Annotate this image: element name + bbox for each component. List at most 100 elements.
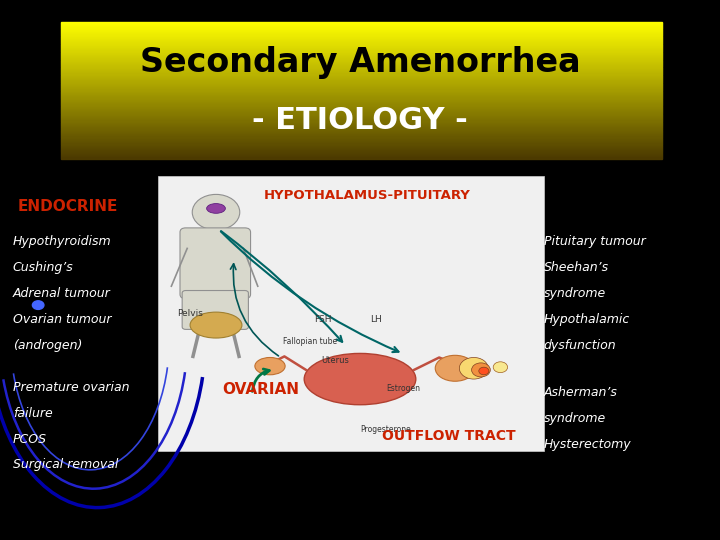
Bar <box>61 71 662 72</box>
Bar <box>61 96 662 97</box>
Bar <box>61 117 662 118</box>
Bar <box>61 104 662 105</box>
Bar <box>61 25 662 26</box>
Bar <box>61 111 662 112</box>
Bar <box>61 49 662 50</box>
Text: Asherman’s: Asherman’s <box>544 386 618 399</box>
Text: failure: failure <box>13 407 53 420</box>
Bar <box>61 73 662 75</box>
Circle shape <box>192 194 240 230</box>
Bar <box>61 52 662 54</box>
Bar <box>61 47 662 48</box>
Bar <box>61 80 662 82</box>
Text: dysfunction: dysfunction <box>544 339 616 352</box>
Bar <box>61 28 662 29</box>
Text: FSH: FSH <box>314 315 331 324</box>
Bar <box>61 107 662 109</box>
Bar <box>61 132 662 133</box>
Text: Pelvis: Pelvis <box>177 309 203 318</box>
Bar <box>61 157 662 158</box>
Bar <box>61 145 662 147</box>
Bar <box>61 57 662 58</box>
Bar <box>61 93 662 94</box>
Bar <box>61 95 662 96</box>
Bar <box>61 65 662 66</box>
Bar <box>61 85 662 86</box>
Bar <box>61 122 662 123</box>
Ellipse shape <box>190 312 242 338</box>
Text: (androgen): (androgen) <box>13 339 82 352</box>
Text: Premature ovarian: Premature ovarian <box>13 381 130 394</box>
Text: syndrome: syndrome <box>544 287 606 300</box>
Text: - ETIOLOGY -: - ETIOLOGY - <box>252 106 468 135</box>
Bar <box>61 33 662 34</box>
Bar <box>61 143 662 144</box>
Text: Surgical removal: Surgical removal <box>13 458 118 471</box>
Bar <box>61 41 662 42</box>
Bar <box>61 50 662 51</box>
Bar <box>61 153 662 155</box>
FancyBboxPatch shape <box>182 291 248 329</box>
Bar <box>61 60 662 62</box>
Bar <box>61 87 662 88</box>
Text: HYPOTHALAMUS-PITUITARY: HYPOTHALAMUS-PITUITARY <box>264 189 471 202</box>
Text: Progesterone: Progesterone <box>360 425 410 434</box>
Bar <box>61 63 662 64</box>
Circle shape <box>472 363 490 377</box>
Ellipse shape <box>435 355 475 381</box>
Bar <box>61 133 662 134</box>
Bar <box>61 79 662 80</box>
Bar <box>61 94 662 95</box>
Bar <box>61 97 662 98</box>
Bar <box>61 26 662 28</box>
Ellipse shape <box>304 354 416 405</box>
Bar <box>61 78 662 79</box>
Bar <box>61 113 662 114</box>
Bar <box>61 130 662 131</box>
Bar <box>61 158 662 159</box>
Bar <box>61 24 662 25</box>
Bar <box>61 88 662 89</box>
Circle shape <box>493 362 508 373</box>
Bar <box>61 72 662 73</box>
Bar <box>61 116 662 117</box>
Bar <box>61 90 662 92</box>
Bar <box>61 59 662 60</box>
Bar <box>61 126 662 127</box>
Bar <box>61 120 662 122</box>
Bar <box>61 84 662 85</box>
Text: Estrogen: Estrogen <box>386 384 420 393</box>
Text: Ovarian tumour: Ovarian tumour <box>13 313 112 326</box>
Bar <box>61 37 662 38</box>
Bar <box>61 144 662 146</box>
Bar <box>61 134 662 135</box>
Bar <box>61 48 662 49</box>
Bar <box>61 45 662 46</box>
Bar <box>61 140 662 141</box>
Bar <box>61 23 662 24</box>
Bar <box>61 86 662 87</box>
Bar <box>61 139 662 140</box>
Text: Hysterectomy: Hysterectomy <box>544 438 631 451</box>
Ellipse shape <box>207 204 225 213</box>
Bar <box>61 98 662 99</box>
Bar <box>61 89 662 90</box>
Bar <box>61 119 662 120</box>
Bar <box>61 51 662 52</box>
Text: Fallopian tube: Fallopian tube <box>282 337 337 346</box>
Bar <box>61 147 662 148</box>
Bar <box>61 40 662 41</box>
Bar <box>61 56 662 57</box>
Bar <box>61 152 662 153</box>
Bar <box>61 22 662 23</box>
Bar <box>61 109 662 110</box>
Text: Adrenal tumour: Adrenal tumour <box>13 287 111 300</box>
Text: Sheehan’s: Sheehan’s <box>544 261 608 274</box>
Text: syndrome: syndrome <box>544 412 606 425</box>
Bar <box>61 141 662 142</box>
Bar <box>61 154 662 156</box>
Bar <box>61 135 662 137</box>
Text: Uterus: Uterus <box>321 356 348 365</box>
Bar <box>61 55 662 56</box>
Bar <box>61 83 662 84</box>
